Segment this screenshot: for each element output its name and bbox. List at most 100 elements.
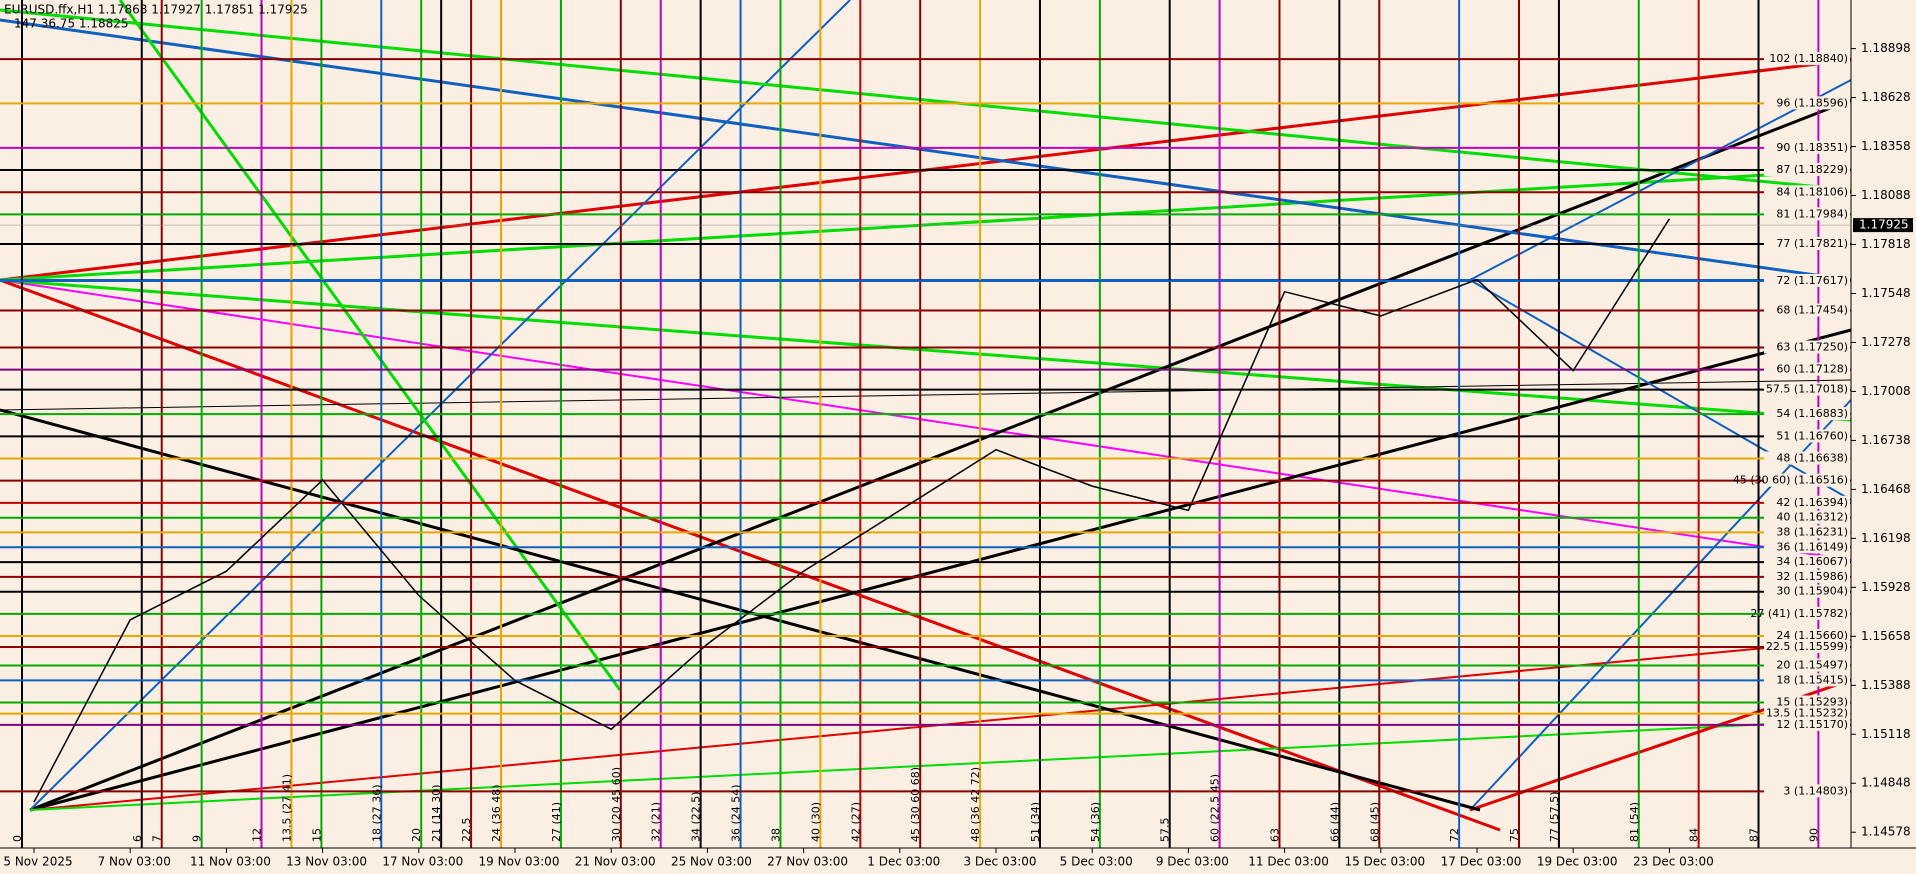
price-level-label-bg [1764, 706, 1850, 720]
time-level-label: 54 (36) [1089, 802, 1102, 842]
price-level-label: 87 (1.18229) [1776, 163, 1848, 176]
x-tick-label: 23 Dec 03:00 [1633, 855, 1714, 869]
x-tick-label: 5 Dec 03:00 [1060, 855, 1133, 869]
fan-line [0, 18, 1852, 282]
fan-line [0, 8, 1852, 192]
price-level-label-bg [1764, 185, 1850, 199]
price-level-label: 84 (1.18106) [1776, 185, 1848, 198]
y-tick-label: 1.15388 [1861, 678, 1911, 692]
price-level-label-bg [1764, 52, 1850, 66]
time-level-label: 27 (41) [550, 802, 563, 842]
y-tick-label: 1.15928 [1861, 580, 1911, 594]
price-level-label: 13.5 (1.15232) [1766, 707, 1848, 720]
price-level-label-bg [1764, 96, 1850, 110]
x-tick-label: 5 Nov 2025 [3, 855, 72, 869]
y-tick-label: 1.16198 [1861, 531, 1911, 545]
time-level-label: 63 [1268, 828, 1281, 842]
fan-line [0, 278, 1852, 422]
header-line2: 147 36.75 1.18825 [14, 17, 129, 31]
x-tick-label: 25 Nov 03:00 [671, 855, 752, 869]
x-tick-label: 7 Nov 03:00 [98, 855, 171, 869]
price-level-label-bg [1764, 784, 1850, 798]
time-level-label: 22.5 [460, 818, 473, 843]
price-level-label-bg [1764, 628, 1850, 642]
time-level-label: 36 (24 54) [730, 784, 743, 842]
price-level-label: 24 (1.15660) [1776, 629, 1848, 642]
x-tick-label: 11 Nov 03:00 [190, 855, 271, 869]
time-level-label: 21 (14 30) [430, 784, 443, 842]
y-tick-label: 1.14848 [1861, 776, 1911, 790]
y-tick-label: 1.18898 [1861, 41, 1911, 55]
time-level-label: 57.5 [1159, 818, 1172, 843]
price-level-label: 27 (41) (1.15782) [1750, 607, 1848, 620]
price-level-label: 36 (1.16149) [1776, 540, 1848, 553]
time-level-label: 66 (44) [1328, 802, 1341, 842]
time-level-label: 81 (54) [1628, 802, 1641, 842]
last-price-bg [1853, 218, 1913, 233]
time-level-label: 75 [1508, 828, 1521, 842]
y-tick-label: 1.17548 [1861, 286, 1911, 300]
price-level-label-bg [1764, 236, 1850, 250]
y-tick-label: 1.14578 [1861, 825, 1911, 839]
y-tick-label: 1.18628 [1861, 90, 1911, 104]
price-level-label: 3 (1.14803) [1783, 784, 1848, 797]
price-level-label: 60 (1.17128) [1776, 363, 1848, 376]
price-level-label: 72 (1.17617) [1776, 274, 1848, 287]
price-level-label-bg [1764, 673, 1850, 687]
price-level-label: 102 (1.18840) [1769, 52, 1848, 65]
price-level-label: 48 (1.16638) [1776, 452, 1848, 465]
price-level-label: 30 (1.15904) [1776, 585, 1848, 598]
price-level-label: 57.5 (1.17018) [1766, 383, 1848, 396]
price-level-label: 68 (1.17454) [1776, 304, 1848, 317]
price-level-label-bg [1764, 495, 1850, 509]
price-level-label-bg [1764, 473, 1850, 487]
price-level-label-bg [1764, 362, 1850, 376]
time-level-label: 24 (36 48) [490, 784, 503, 842]
fan-line [29, 0, 851, 811]
price-level-label-bg [1764, 510, 1850, 524]
fan-line [29, 328, 1852, 812]
price-level-label: 18 (1.15415) [1776, 673, 1848, 686]
y-tick-label: 1.15118 [1861, 727, 1911, 741]
price-level-label: 34 (1.16067) [1776, 555, 1848, 568]
header-line1: EURUSD.ffx,H1 1.17868 1.17927 1.17851 1.… [4, 3, 308, 17]
price-level-label-bg [1764, 658, 1850, 672]
time-level-label: 48 (36 42 72) [969, 767, 982, 842]
x-tick-label: 27 Nov 03:00 [767, 855, 848, 869]
price-level-label-bg [1764, 606, 1850, 620]
price-level-label: 38 (1.16231) [1776, 525, 1848, 538]
price-level-label-bg [1764, 140, 1850, 154]
time-level-label: 18 (27 36) [370, 784, 383, 842]
fan-line [118, 0, 622, 691]
price-level-label: 96 (1.18596) [1776, 96, 1848, 109]
time-level-label: 42 (27) [849, 802, 862, 842]
time-level-label: 12 [251, 828, 264, 842]
time-level-label: 72 [1448, 828, 1461, 842]
price-level-label-bg [1764, 207, 1850, 221]
y-tick-label: 1.16738 [1861, 433, 1911, 447]
time-level-label: 7 [151, 835, 164, 842]
time-level-label: 45 (30 60 68) [909, 767, 922, 842]
price-level-label: 81 (1.17984) [1776, 207, 1848, 220]
time-level-label: 77 (57.5) [1548, 791, 1561, 842]
x-tick-label: 9 Dec 03:00 [1156, 855, 1229, 869]
price-level-label-bg [1764, 525, 1850, 539]
price-level-label: 15 (1.15293) [1776, 696, 1848, 709]
time-level-label: 68 (45) [1368, 802, 1381, 842]
price-level-label-bg [1764, 717, 1850, 731]
time-level-label: 51 (34) [1029, 802, 1042, 842]
time-level-label: 0 [11, 835, 24, 842]
x-tick-label: 1 Dec 03:00 [867, 855, 940, 869]
x-tick-label: 17 Dec 03:00 [1441, 855, 1522, 869]
price-level-label: 42 (1.16394) [1776, 496, 1848, 509]
price-level-label: 45 (30 60) (1.16516) [1733, 474, 1848, 487]
y-tick-label: 1.16468 [1861, 482, 1911, 496]
x-tick-label: 13 Nov 03:00 [286, 855, 367, 869]
price-level-label-bg [1764, 429, 1850, 443]
time-level-label: 15 [310, 828, 323, 842]
price-level-label-bg [1764, 382, 1850, 396]
x-tick-label: 17 Nov 03:00 [382, 855, 463, 869]
y-tick-label: 1.17278 [1861, 335, 1911, 349]
time-level-label: 6 [131, 835, 144, 842]
price-level-label-bg [1764, 273, 1850, 287]
